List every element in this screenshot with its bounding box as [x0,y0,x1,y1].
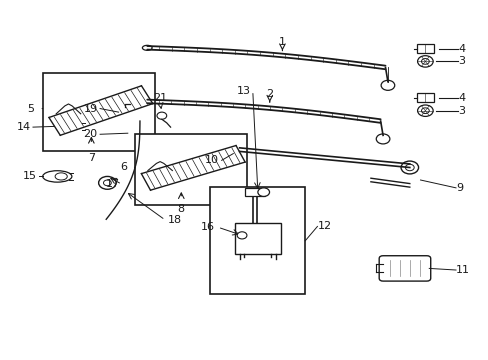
Text: 5: 5 [27,104,34,113]
Text: 3: 3 [458,106,465,116]
Circle shape [417,105,432,116]
Bar [234,223,281,253]
Text: 6: 6 [120,162,126,172]
Text: 10: 10 [205,156,219,165]
FancyBboxPatch shape [378,256,430,281]
Text: 16: 16 [201,222,215,232]
Text: 17: 17 [105,179,119,189]
Text: 13: 13 [236,86,250,96]
Bar [416,93,433,102]
Text: 3: 3 [458,57,465,66]
Ellipse shape [42,171,72,182]
Circle shape [133,130,143,137]
Text: 1: 1 [278,37,285,47]
Text: 19: 19 [83,104,98,113]
Text: 8: 8 [177,203,184,213]
Text: 4: 4 [458,93,465,103]
Bar [244,188,264,196]
Text: 12: 12 [317,221,331,231]
Bar [127,129,136,138]
Circle shape [417,56,432,67]
Text: 15: 15 [22,171,36,181]
Text: 14: 14 [17,122,30,132]
Text: 2: 2 [265,89,273,99]
Text: 20: 20 [83,129,98,139]
Text: 18: 18 [167,215,182,225]
Circle shape [400,161,418,174]
Circle shape [99,176,116,189]
Bar [210,187,305,294]
Circle shape [237,232,246,239]
Text: 9: 9 [455,183,462,193]
Circle shape [118,107,132,117]
Text: 21: 21 [153,93,167,103]
Text: 7: 7 [88,153,95,163]
Text: 4: 4 [458,44,465,54]
Circle shape [157,112,166,119]
Text: 11: 11 [455,265,469,275]
Circle shape [257,188,269,197]
Ellipse shape [55,121,84,132]
Bar [135,134,246,205]
Bar [416,44,433,53]
Bar [42,73,154,152]
